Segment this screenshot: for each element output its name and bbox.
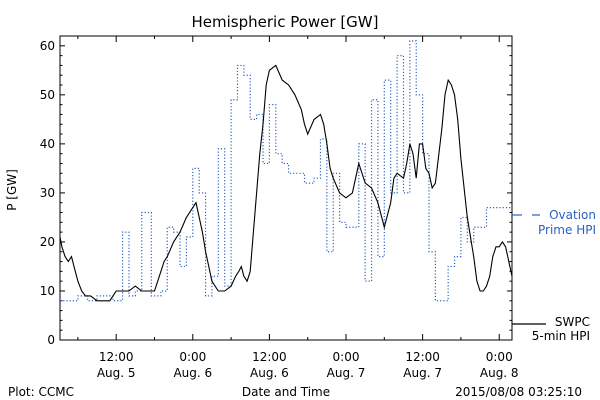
y-tick-label: 0 bbox=[47, 333, 55, 347]
x-tick-time-label: 0:00 bbox=[333, 350, 360, 364]
y-tick-label: 10 bbox=[40, 284, 55, 298]
y-tick-label: 50 bbox=[40, 88, 55, 102]
x-tick-date-label: Aug. 7 bbox=[403, 366, 442, 380]
series-layer bbox=[59, 40, 513, 302]
x-tick-time-label: 0:00 bbox=[179, 350, 206, 364]
y-tick-label: 40 bbox=[40, 137, 55, 151]
footer-timestamp: 2015/08/08 03:25:10 bbox=[455, 385, 582, 399]
x-tick-date-label: Aug. 8 bbox=[480, 366, 519, 380]
y-axis-label: P [GW] bbox=[5, 169, 19, 211]
x-tick-date-label: Aug. 7 bbox=[327, 366, 366, 380]
x-axis: 12:00 Aug. 5 0:00 Aug. 6 12:00 Aug. 6 0:00 Aug.… bbox=[77, 36, 519, 380]
x-tick-date-label: Aug. 6 bbox=[250, 366, 289, 380]
x-tick-date-label: Aug. 6 bbox=[173, 366, 212, 380]
plot-frame bbox=[59, 35, 513, 341]
y-tick-label: 30 bbox=[40, 186, 55, 200]
footer-credit: Plot: CCMC bbox=[8, 385, 74, 399]
x-tick-time-label: 12:00 bbox=[252, 350, 287, 364]
x-axis-label: Date and Time bbox=[242, 385, 330, 399]
series-swpc-5min-hpi bbox=[59, 64, 513, 302]
chart-title: Hemispheric Power [GW] bbox=[192, 13, 379, 31]
legend-ovation-label-line2: Prime HPI bbox=[538, 223, 596, 237]
x-tick-time-label: 12:00 bbox=[405, 350, 440, 364]
x-tick-date-label: Aug. 5 bbox=[97, 366, 136, 380]
y-axis: 0 10 20 30 40 50 60 bbox=[40, 39, 512, 347]
series-ovation-prime-hpi bbox=[60, 40, 512, 302]
legend-swpc-label-line2: 5-min HPI bbox=[532, 329, 590, 343]
y-tick-label: 60 bbox=[40, 39, 55, 53]
legend-swpc-label: SWPC bbox=[555, 315, 590, 329]
x-tick-time-label: 0:00 bbox=[486, 350, 513, 364]
y-tick-label: 20 bbox=[40, 235, 55, 249]
legend-ovation-label: Ovation bbox=[549, 208, 596, 222]
x-tick-time-label: 12:00 bbox=[99, 350, 134, 364]
